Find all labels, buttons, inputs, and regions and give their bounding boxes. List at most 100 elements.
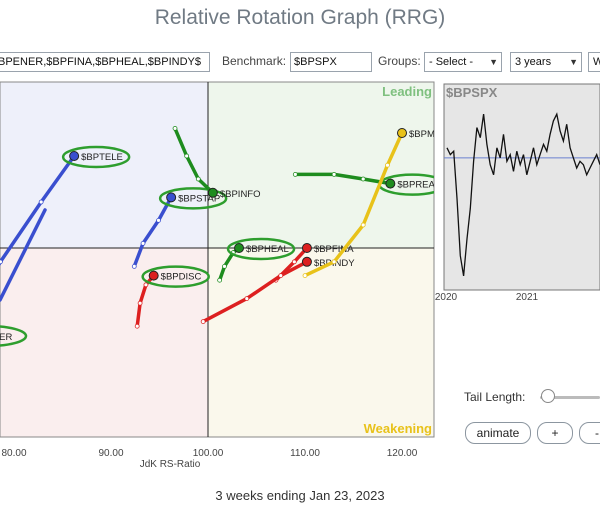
benchmark-input[interactable]: $BPSPX bbox=[290, 52, 372, 72]
tail-point-bpheal bbox=[222, 263, 227, 269]
tail-length-slider-handle[interactable] bbox=[541, 389, 555, 403]
label-bpheal: $BPHEAL bbox=[246, 244, 289, 255]
head-point-bpindy bbox=[301, 256, 312, 267]
head-point-bpstap bbox=[166, 192, 177, 203]
quadrant-lagging bbox=[0, 248, 208, 437]
label-bptele: $BPTELE bbox=[81, 152, 123, 163]
x-tick-label: 110.00 bbox=[290, 448, 320, 459]
tail-point-bpmate bbox=[331, 259, 337, 265]
tail-point-bpheal bbox=[217, 277, 223, 283]
tail-point-bpreal bbox=[292, 171, 298, 177]
step-back-button[interactable]: - bbox=[579, 422, 600, 444]
tail-point-bputil bbox=[87, 44, 91, 48]
x-tick-label: 80.00 bbox=[1, 448, 26, 459]
tail-point-bpstap bbox=[156, 217, 161, 223]
step-forward-button[interactable]: + bbox=[537, 422, 573, 444]
tail-point-bpstap bbox=[131, 263, 137, 269]
period-select[interactable]: 3 years ▼ bbox=[510, 52, 582, 72]
tail-point-bpdisc bbox=[137, 300, 143, 306]
head-point-bpdisc bbox=[148, 270, 159, 281]
head-point-bpmate bbox=[397, 128, 407, 138]
frequency-select[interactable]: W bbox=[588, 52, 600, 72]
tail-point-bpfina bbox=[291, 259, 297, 265]
page-title: Relative Rotation Graph (RRG) bbox=[154, 6, 446, 29]
highlight-bpdisc bbox=[141, 265, 210, 288]
tail-point-bputil bbox=[92, 44, 96, 48]
chevron-down-icon: ▼ bbox=[489, 57, 498, 67]
controls-bar: $BPENER,$BPFINA,$BPHEAL,$BPINDY Benchmar… bbox=[0, 52, 600, 74]
label-bpstap: $BPSTAP bbox=[178, 193, 220, 204]
tail-point-bptele bbox=[0, 259, 3, 265]
tail-point-bpindy bbox=[244, 296, 250, 302]
tail-point-bpinfo bbox=[184, 153, 190, 159]
label-bpreal: $BPREAL bbox=[397, 180, 440, 191]
quadrant-leading bbox=[208, 82, 434, 248]
label-bpmate: $BPMATE bbox=[409, 129, 453, 140]
quadrant-weakening bbox=[208, 248, 434, 437]
quadrant-lagging-improving bbox=[0, 82, 208, 248]
tail-point-bpmate bbox=[302, 273, 308, 279]
tail-point-bpinfo bbox=[172, 125, 178, 131]
head-point-bptele bbox=[69, 151, 80, 161]
x-axis-label: JdK RS-Ratio bbox=[140, 459, 201, 470]
groups-select[interactable]: - Select - ▼ bbox=[424, 52, 502, 72]
footer-caption: 3 weeks ending Jan 23, 2023 bbox=[215, 488, 385, 503]
label-bpinfo: $BPINFO bbox=[220, 189, 261, 200]
groups-label: Groups: bbox=[378, 54, 421, 68]
tails-group: $BPUTIL $BPTELE $BPENER $BPSTAP$BPINFO $BPHE… bbox=[0, 44, 453, 347]
highlight-bpstap bbox=[158, 187, 228, 210]
tail-point-bpdisc bbox=[134, 323, 140, 329]
tail-bpindy bbox=[201, 260, 309, 324]
x-tick-label: 120.00 bbox=[387, 448, 418, 459]
tail-bpdisc bbox=[135, 273, 156, 328]
tail-point-bpindy bbox=[278, 273, 284, 279]
head-point-bpfina bbox=[301, 243, 312, 253]
highlight-bpener bbox=[0, 325, 28, 347]
label-bpener: $BPENER bbox=[0, 332, 12, 343]
highlight-bpheal bbox=[226, 237, 296, 261]
label-bputil: $BPUTIL bbox=[98, 60, 137, 71]
head-point-bpinfo bbox=[207, 187, 218, 198]
benchmark-label: Benchmark: bbox=[222, 54, 287, 68]
benchmark-title: $BPSPX bbox=[446, 85, 498, 100]
head-point-bputil bbox=[86, 60, 95, 69]
tail-point-bptele bbox=[38, 199, 44, 205]
head-point-bpreal bbox=[385, 178, 396, 189]
benchmark-x-tick: 2021 bbox=[516, 292, 539, 303]
frequency-select-value: W bbox=[593, 56, 600, 68]
benchmark-panel bbox=[443, 83, 600, 291]
quadrant-label-weakening: Weakening bbox=[364, 421, 432, 436]
label-bpdisc: $BPDISC bbox=[161, 272, 202, 283]
tail-point-bputil bbox=[60, 76, 64, 80]
benchmark-x-tick: 2020 bbox=[435, 292, 458, 303]
highlight-bptele bbox=[61, 145, 131, 169]
plot-frame bbox=[0, 81, 435, 438]
tail-point-bpindy bbox=[200, 319, 206, 325]
period-select-value: 3 years bbox=[515, 56, 552, 68]
tail-bputil bbox=[62, 46, 94, 78]
x-tick-label: 100.00 bbox=[193, 448, 224, 459]
tail-point-bpinfo bbox=[195, 176, 201, 182]
tail-bpreal bbox=[293, 172, 393, 186]
tail-point-bpdisc bbox=[143, 282, 149, 288]
head-point-bpheal bbox=[234, 243, 245, 253]
quadrant-label-leading: Leading bbox=[382, 84, 432, 99]
symbols-input[interactable]: $BPENER,$BPFINA,$BPHEAL,$BPINDY bbox=[0, 52, 210, 72]
tail-point-bpreal bbox=[360, 176, 366, 182]
tail-bpinfo bbox=[173, 126, 215, 195]
label-bpfina: $BPFINA bbox=[314, 244, 354, 255]
x-tick-label: 90.00 bbox=[98, 448, 123, 459]
tail-bpstap bbox=[132, 195, 173, 269]
tail-point-bpreal bbox=[331, 171, 337, 177]
tail-point-bpmate bbox=[360, 222, 366, 228]
groups-select-value: - Select - bbox=[429, 56, 474, 68]
animate-button[interactable]: animate bbox=[465, 422, 531, 444]
tail-length-slider-track[interactable] bbox=[540, 396, 600, 399]
tail-bpener bbox=[0, 208, 47, 302]
tail-point-bpstap bbox=[140, 240, 146, 246]
tail-length-label: Tail Length: bbox=[464, 390, 526, 404]
tail-bptele bbox=[0, 154, 76, 266]
chevron-down-icon: ▼ bbox=[569, 57, 578, 67]
benchmark-line bbox=[446, 112, 600, 277]
